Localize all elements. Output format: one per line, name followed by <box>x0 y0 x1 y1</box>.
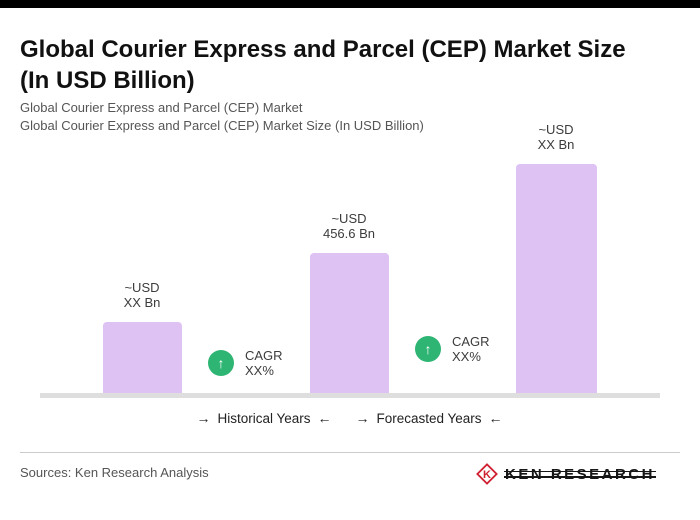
cagr-annotation-forecast: ↑ CAGR XX% <box>415 334 490 364</box>
page-title: Global Courier Express and Parcel (CEP) … <box>20 34 685 96</box>
logo-mark-letter: K <box>483 469 491 481</box>
cagr-value: XX% <box>452 349 481 364</box>
left-arrow-icon: ← <box>317 410 332 426</box>
bar-label-line1: ~USD <box>538 122 574 137</box>
growth-up-arrow-icon: ↑ <box>415 336 441 362</box>
logo-text: KEN RESEARCH <box>504 465 655 483</box>
logo-strike-line-top <box>503 470 656 473</box>
cagr-annotation-historical: ↑ CAGR XX% <box>208 348 283 378</box>
bar-value-label-historical: ~USD XX Bn <box>67 280 217 310</box>
cagr-label: CAGR <box>245 348 283 363</box>
period-label-text: Historical Years <box>217 410 311 426</box>
bar-value-label-base-year: ~USD 456.6 Bn <box>274 211 424 241</box>
bar-value-label-forecast: ~USD XX Bn <box>481 122 631 152</box>
bar-label-line1: ~USD <box>124 280 160 295</box>
bar-historical <box>103 322 182 393</box>
bar-label-line2: 456.6 Bn <box>322 226 376 241</box>
bar-label-line2: XX Bn <box>537 137 575 152</box>
ken-research-wordmark: KEN RESEARCH <box>503 465 656 483</box>
period-labels-row: → Historical Years ← → Forecasted Years … <box>0 410 700 430</box>
bar-base-year <box>310 253 389 393</box>
chart-subtitle-market-size: Global Courier Express and Parcel (CEP) … <box>20 118 424 133</box>
page-title-line1: Global Courier Express and Parcel (CEP) … <box>20 36 626 64</box>
ken-research-logo-mark-icon: K <box>476 463 498 485</box>
cagr-label: CAGR <box>452 334 490 349</box>
logo-strike-line-bottom <box>503 476 656 478</box>
x-axis-baseline <box>40 393 660 398</box>
source-attribution: Sources: Ken Research Analysis <box>20 465 209 480</box>
chart-subtitle-market: Global Courier Express and Parcel (CEP) … <box>20 100 303 115</box>
cagr-value: XX% <box>245 363 274 378</box>
ken-research-logo: K KEN RESEARCH <box>476 462 656 486</box>
cagr-annotation-text: CAGR XX% <box>452 334 490 364</box>
bar-forecast <box>516 164 597 393</box>
right-arrow-icon: → <box>196 410 211 426</box>
forecasted-years-label: → Forecasted Years ← <box>355 410 502 426</box>
bar-label-line2: XX Bn <box>123 295 161 310</box>
historical-years-label: → Historical Years ← <box>196 410 331 426</box>
top-accent-bar <box>0 0 700 8</box>
growth-up-arrow-icon: ↑ <box>208 350 234 376</box>
footer-divider <box>20 452 680 453</box>
cagr-annotation-text: CAGR XX% <box>245 348 283 378</box>
market-size-bar-chart: ~USD XX Bn ~USD 456.6 Bn ~USD XX Bn ↑ CAGR X… <box>40 120 660 398</box>
left-arrow-icon: ← <box>488 410 503 426</box>
right-arrow-icon: → <box>355 410 370 426</box>
bar-label-line1: ~USD <box>331 211 367 226</box>
page-title-line2: (In USD Billion) <box>20 67 195 95</box>
period-label-text: Forecasted Years <box>376 410 482 426</box>
